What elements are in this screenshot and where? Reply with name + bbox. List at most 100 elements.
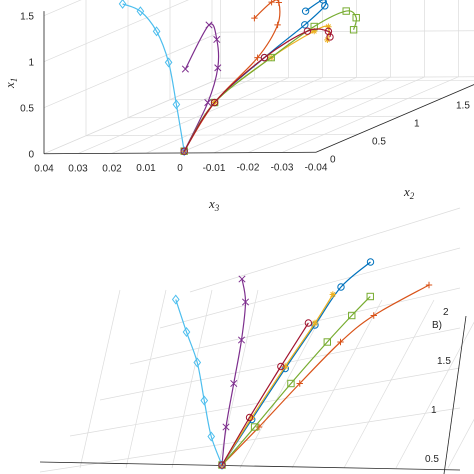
data-point-diamond: [218, 459, 226, 471]
data-point-cross: [214, 64, 222, 72]
axis-label-x3: x3: [208, 196, 220, 213]
tick-label-x3: 0: [177, 163, 183, 174]
data-point-square: [349, 26, 358, 34]
data-point-plus: [268, 0, 275, 6]
panel-b-plot: 0.5 1 1.5 2 B): [39, 207, 474, 474]
grid-line: [127, 115, 401, 119]
data-point-circle: [301, 21, 309, 29]
panel-a-series-line-3: [183, 23, 220, 152]
tick-label-x1: 1.5: [20, 12, 34, 23]
panel-b-series-line-3: [221, 278, 247, 466]
data-point-cross: [204, 99, 212, 107]
grid-line: [39, 407, 461, 473]
data-point-asterisk: [325, 23, 332, 30]
grid-line: [220, 30, 474, 33]
grid-line: [220, 76, 474, 79]
data-point-diamond: [193, 357, 202, 368]
tick-label-x3: -0.04: [305, 162, 328, 173]
data-point-square: [287, 379, 295, 388]
axis-line-z: [443, 315, 467, 474]
data-point-circle: [245, 413, 254, 422]
data-point-cross: [181, 65, 189, 73]
tick-label-z: 1: [431, 405, 437, 416]
grid-line: [315, 84, 474, 153]
data-point-plus: [251, 14, 258, 22]
grid-line: [85, 133, 359, 137]
axis-label-x2: x2: [403, 184, 415, 201]
data-point-diamond: [180, 146, 189, 157]
axis-line-floor: [39, 461, 461, 471]
grid-line: [43, 31, 221, 109]
grid-line: [447, 418, 474, 469]
data-point-cross: [230, 379, 238, 388]
data-point-diamond: [182, 326, 191, 338]
data-point-square: [250, 423, 259, 431]
data-point-cross: [238, 275, 246, 283]
data-point-cross: [241, 298, 250, 306]
grid-line: [171, 289, 213, 469]
data-point-asterisk: [329, 291, 337, 298]
tick-label-x3: -0.01: [203, 163, 226, 174]
data-point-square: [323, 338, 332, 346]
axis-line-x2: [315, 84, 474, 153]
grid-line: [43, 0, 189, 63]
tick-label-x2: 1: [414, 118, 420, 129]
axis-label-x1: x1: [2, 78, 19, 89]
data-point-square: [348, 311, 356, 320]
grid-line: [247, 76, 425, 153]
panel-b-series-line-6: [221, 322, 309, 466]
data-point-asterisk: [248, 414, 255, 421]
data-point-plus: [274, 21, 281, 29]
panel-a-series: [118, 0, 360, 157]
data-point-square: [342, 7, 350, 15]
data-point-plus: [255, 423, 263, 431]
tick-label-z: 2: [443, 307, 449, 318]
tick-label-x1: 0.5: [20, 104, 34, 115]
grid-line: [99, 327, 461, 401]
grid-line: [211, 79, 474, 83]
tick-label-x2: 1.5: [456, 100, 470, 111]
grid-line: [43, 0, 82, 17]
grid-line: [43, 77, 221, 155]
data-point-circle: [303, 27, 312, 35]
data-point-diamond: [152, 26, 161, 37]
grid-line: [125, 289, 167, 469]
data-point-cross: [205, 21, 213, 29]
data-point-cross: [213, 35, 221, 44]
data-point-diamond: [136, 6, 145, 17]
grid-line: [213, 76, 391, 154]
tick-label-z: 1.5: [437, 356, 451, 367]
panel-a-series-line-2: [183, 25, 330, 152]
panel-a-series-line-6: [183, 28, 332, 152]
panel-a-series-line-5: [122, 3, 185, 152]
tick-label-x3: 0.02: [102, 163, 122, 174]
data-point-circle: [337, 283, 345, 291]
data-point-cross: [222, 423, 230, 431]
data-point-circle: [304, 319, 313, 327]
panel-a-series-line-1: [183, 0, 281, 152]
data-point-plus: [275, 0, 282, 6]
tick-label-x3: -0.02: [237, 163, 260, 174]
data-point-circle: [366, 258, 375, 266]
grid-line: [111, 77, 289, 154]
grid-line: [291, 299, 383, 469]
data-point-circle: [180, 147, 188, 155]
data-point-cross: [237, 336, 246, 344]
data-point-diamond: [171, 294, 180, 305]
data-point-diamond: [118, 0, 127, 9]
data-point-circle: [277, 362, 285, 371]
grid-line: [145, 77, 323, 154]
grid-line: [343, 299, 435, 469]
panel-b-label: B): [432, 320, 442, 331]
tick-label-x3: -0.03: [271, 162, 294, 173]
data-point-diamond: [164, 57, 173, 68]
grid-line: [129, 287, 461, 365]
grid-line: [179, 77, 357, 154]
data-point-asterisk: [324, 36, 331, 44]
data-point-plus: [337, 338, 344, 346]
grid-line: [395, 321, 474, 469]
grid-line: [69, 367, 461, 437]
panel-b-tick-labels: 0.5 1 1.5 2: [425, 307, 451, 465]
data-point-square: [352, 14, 360, 22]
data-point-circle: [260, 53, 269, 62]
